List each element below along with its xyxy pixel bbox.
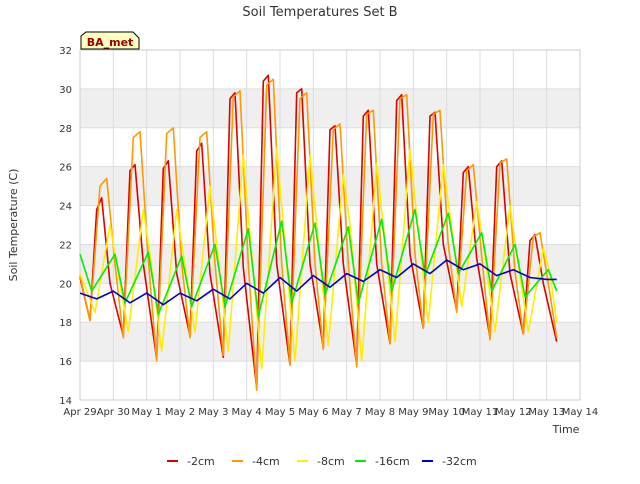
x-tick-label: May 3 — [198, 407, 228, 418]
x-axis-label: Time — [552, 423, 580, 436]
legend-label: -4cm — [252, 455, 280, 468]
legend-label: -2cm — [187, 455, 215, 468]
y-tick-label: 20 — [59, 279, 72, 290]
series-line-minus-16cm — [79, 208, 558, 318]
plot-frame — [79, 49, 581, 401]
y-tick-label: 22 — [59, 240, 72, 251]
series-line-minus-32cm — [79, 259, 557, 306]
x-tick-label: May 4 — [232, 407, 262, 418]
chart-title: Soil Temperatures Set B — [242, 5, 397, 20]
x-tick-label: May 5 — [265, 407, 295, 418]
background-band — [80, 88, 580, 128]
station-label-box: BA_met — [80, 31, 140, 50]
x-tick-label: May 1 — [132, 407, 162, 418]
legend-label: -8cm — [317, 455, 345, 468]
x-tick-label: May 2 — [165, 407, 195, 418]
x-tick-labels: Apr 29 Apr 30 May 1 May 2 May 3 May 4 May 5 May… — [63, 407, 598, 418]
x-tick-label: May 8 — [365, 407, 395, 418]
x-tick-label: May 12 — [495, 407, 532, 418]
y-tick-label: 18 — [59, 318, 72, 329]
y-tick-label: 26 — [59, 163, 72, 174]
y-tick-label: 30 — [59, 85, 72, 96]
series-lines — [79, 74, 558, 392]
y-axis-label: Soil Temperature (C) — [7, 169, 20, 282]
y-tick-label: 16 — [59, 357, 72, 368]
series-line-minus-2cm — [79, 74, 558, 390]
y-tick-labels: 14 16 18 20 22 24 26 28 30 32 — [59, 46, 72, 407]
x-tick-label: May 6 — [298, 407, 328, 418]
background-band — [80, 244, 580, 284]
y-tick-label: 24 — [59, 202, 72, 213]
x-tick-label: May 7 — [332, 407, 362, 418]
legend-label: -16cm — [375, 455, 410, 468]
y-tick-label: 32 — [59, 46, 72, 57]
x-tick-label: Apr 29 — [63, 407, 96, 418]
legend-label: -32cm — [442, 455, 477, 468]
x-tick-label: Apr 30 — [97, 407, 130, 418]
station-label: BA_met — [87, 36, 134, 49]
x-tick-label: May 14 — [562, 407, 599, 418]
x-tick-label: May 11 — [462, 407, 499, 418]
y-tick-label: 28 — [59, 124, 72, 135]
legend: -2cm -4cm -8cm -16cm -32cm — [167, 455, 477, 468]
x-tick-label: May 9 — [398, 407, 428, 418]
y-tick-label: 14 — [59, 396, 72, 407]
x-tick-label: May 13 — [528, 407, 565, 418]
x-tick-label: May 10 — [428, 407, 465, 418]
